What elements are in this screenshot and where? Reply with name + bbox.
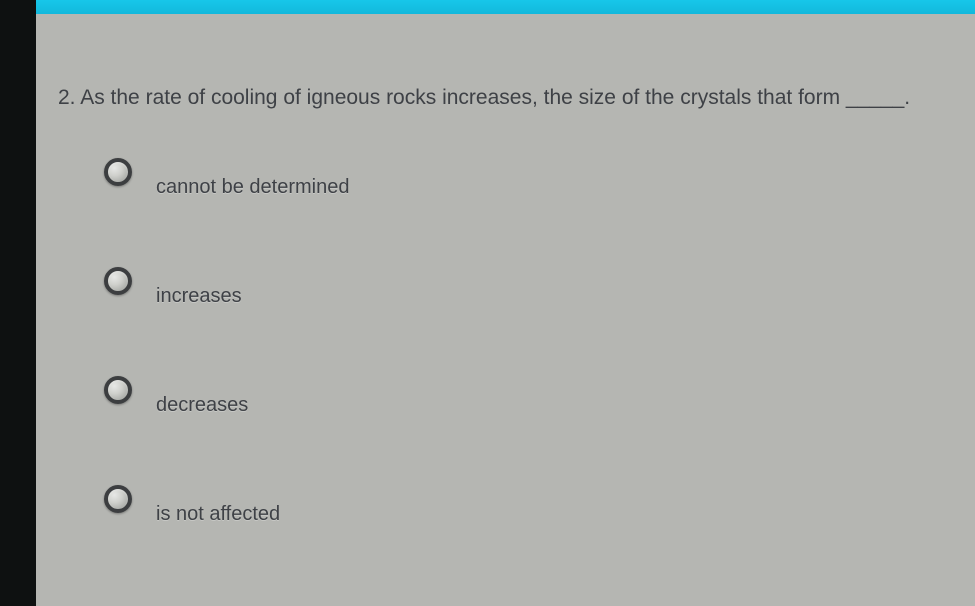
option-row: increases (104, 269, 975, 308)
option-row: decreases (104, 378, 975, 417)
radio-button[interactable] (104, 376, 132, 404)
radio-button[interactable] (104, 158, 132, 186)
question-body: As the rate of cooling of igneous rocks … (80, 86, 910, 109)
question-text: 2. As the rate of cooling of igneous roc… (36, 84, 975, 112)
options-list: cannot be determined increases decreases… (36, 160, 975, 526)
question-panel: 2. As the rate of cooling of igneous roc… (36, 14, 975, 606)
radio-button[interactable] (104, 267, 132, 295)
option-row: is not affected (104, 487, 975, 526)
option-label[interactable]: increases (156, 269, 242, 308)
top-accent-bar (0, 0, 975, 14)
option-row: cannot be determined (104, 160, 975, 199)
option-label[interactable]: is not affected (156, 487, 280, 526)
option-label[interactable]: decreases (156, 378, 248, 417)
question-number: 2. (58, 86, 76, 109)
radio-button[interactable] (104, 485, 132, 513)
left-dark-edge (0, 0, 36, 606)
option-label[interactable]: cannot be determined (156, 160, 349, 199)
